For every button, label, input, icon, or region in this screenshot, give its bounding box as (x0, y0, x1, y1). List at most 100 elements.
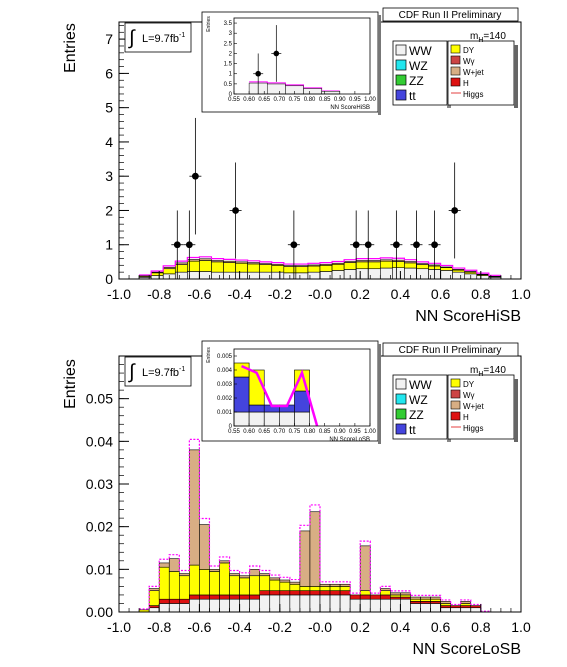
inset-bar-ww (321, 91, 341, 95)
bar-h (420, 601, 431, 604)
inset-x-tick-label: 0.85 (319, 429, 331, 435)
bar-ww (209, 598, 220, 613)
inset-y-tick-label: 0 (229, 92, 233, 98)
bar-wjet (460, 601, 472, 604)
bar-dy (247, 263, 260, 273)
bar-wjet (211, 260, 224, 263)
inset-bar-ww (294, 411, 310, 427)
bar-h (269, 590, 281, 596)
bar-ww (416, 268, 429, 280)
bar-wjet (400, 592, 411, 596)
inset-bar-ww (303, 88, 322, 95)
bar-ww (355, 268, 369, 280)
legend-swatch-wjet (450, 400, 461, 410)
x-tick-label: -0.4 (228, 619, 252, 635)
inset-y-axis-title: Entries (206, 16, 212, 32)
bar-wjet (299, 530, 311, 587)
inset-y-tick-label: 3.5 (224, 21, 233, 27)
inset-y-tick-label: 3 (229, 31, 233, 37)
bar-dy (404, 262, 417, 269)
bar-h (148, 605, 160, 609)
bar-dy (460, 603, 472, 606)
inset-y-axis-title: Entries (206, 347, 212, 363)
x-tick-label: -0.0 (308, 286, 332, 302)
bar-wjet (309, 511, 321, 587)
x-tick-label: -0.8 (147, 286, 171, 302)
legend-label-ww: WW (409, 44, 432, 58)
legend-swatch-w (450, 55, 461, 65)
bar-wjet (339, 583, 351, 587)
bar-dy (162, 268, 176, 275)
x-tick-label: 0.4 (391, 619, 411, 635)
legend-swatch-w (450, 389, 461, 399)
bar-ww (299, 594, 311, 613)
x-axis-title: NN ScoreHiSB (415, 308, 521, 325)
legend-label-w: Wγ (463, 57, 475, 66)
lumi-label: L=9.7fb-1 (142, 366, 185, 379)
bar-ww (359, 598, 371, 613)
bar-ww (410, 603, 421, 613)
bar-wjet (410, 596, 421, 600)
bar-dy (209, 571, 220, 596)
bar-h (209, 594, 220, 600)
bar-dy (269, 579, 281, 591)
bar-dy (309, 586, 321, 591)
bar-dy (223, 262, 236, 273)
bar-dy (319, 586, 331, 591)
header-text: CDF Run II Preliminary (399, 345, 502, 356)
inset-bar-tt (233, 376, 250, 413)
inset-y-tick-label: 0.004 (217, 368, 233, 374)
legend-swatch-dy (450, 44, 461, 54)
inset-y-tick-label: 0.001 (217, 410, 233, 416)
bar-dy (452, 269, 466, 273)
legend-shadow-right (514, 379, 518, 442)
bar-dy (249, 575, 260, 596)
bar-wjet (452, 269, 466, 271)
legend-label-ww: WW (409, 378, 432, 392)
bar-dy (329, 586, 341, 591)
data-point (364, 241, 372, 249)
inset-x-tick-label: 0.65 (258, 97, 270, 103)
bar-ww (450, 607, 461, 613)
bar-dy (420, 598, 431, 602)
bar-ww (199, 598, 210, 613)
bar-wjet (319, 583, 331, 587)
y-tick-label: 5 (105, 100, 113, 116)
bar-dy (199, 569, 210, 596)
inset-x-tick-label: 0.90 (334, 429, 346, 435)
bar-wjet (420, 596, 431, 600)
header-text: CDF Run II Preliminary (399, 10, 502, 21)
inset-box (201, 11, 379, 113)
x-tick-label: 0.6 (431, 286, 451, 302)
x-tick-label: 0.6 (431, 619, 451, 635)
legend-swatch-dy (450, 378, 461, 388)
bar-h (189, 594, 200, 600)
legend-label-w: Wγ (463, 391, 475, 400)
bar-dy (219, 562, 230, 596)
bar-wjet (259, 263, 273, 265)
legend-swatch-tt (395, 89, 407, 101)
bar-ww (158, 603, 170, 613)
bar-ww (460, 607, 472, 613)
bar-ww (295, 272, 309, 280)
inset-x-tick-label: 0.55 (228, 429, 240, 435)
bar-ww (189, 598, 200, 613)
bar-dy (367, 261, 381, 270)
bar-ww (476, 275, 490, 280)
legend-shadow-right (514, 45, 518, 108)
inset-frame (233, 348, 371, 427)
data-point (451, 207, 459, 214)
bar-dy (158, 566, 170, 600)
x-tick-label: -0.6 (187, 619, 211, 635)
bar-ww (369, 598, 381, 613)
bar-ww (148, 607, 160, 613)
legend-swatch-zz (395, 408, 407, 420)
bar-dy (189, 564, 200, 596)
bar-h (239, 594, 250, 600)
y-tick-label: 0.00 (86, 604, 113, 620)
bar-wjet (219, 560, 230, 564)
x-tick-label: 0.4 (391, 286, 411, 302)
inset-x-tick-label: 0.95 (349, 429, 361, 435)
bar-wjet (168, 558, 180, 572)
